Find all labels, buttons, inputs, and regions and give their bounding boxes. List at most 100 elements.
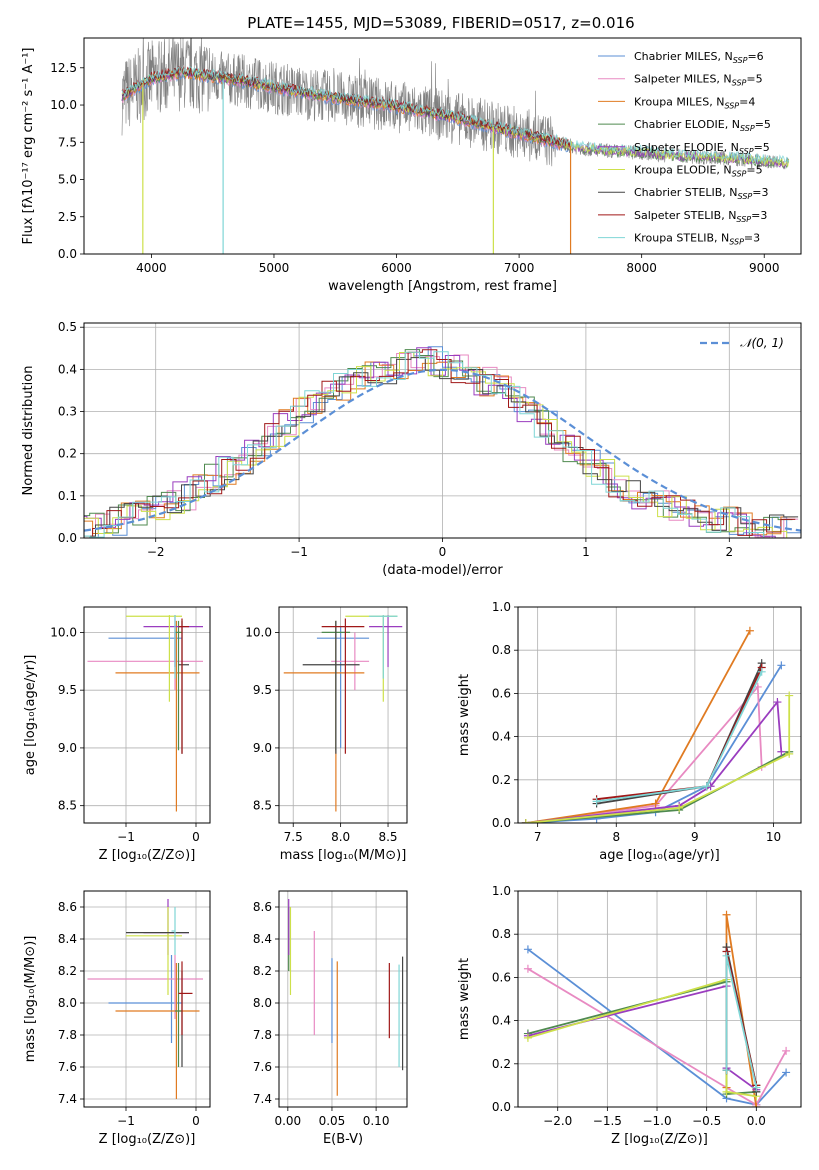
plot-area [523,910,791,1107]
x-axis-label: Z [log₁₀(Z/Z⊙)] [99,848,196,863]
weight-point-kroupa_stelib [752,1083,761,1092]
y-tick-label: 0.2 [492,773,511,787]
x-tick-label: −1.0 [642,1114,671,1128]
y-tick-label: 8.4 [253,932,272,946]
y-tick-label: 0.1 [58,489,77,503]
legend-entry-kroupa_miles: Kroupa MILES, NSSP=4 [634,95,755,110]
weight-point-kroupa_miles [651,799,660,808]
y-tick-label: 7.4 [58,1092,77,1106]
legend-entry-chabrier_miles: Chabrier MILES, NSSP=6 [634,50,764,65]
plot-area [87,615,203,812]
weight-point-salpeter_elodie [777,747,786,756]
legend-entry-chabrier_stelib: Chabrier STELIB, NSSP=3 [634,186,768,201]
y-axis-label: mass weight [457,674,472,756]
weight-point-kroupa_stelib [722,1066,731,1075]
axes-frame [517,606,802,824]
x-tick-label: −1 [290,545,308,559]
y-tick-label: 0.3 [58,405,77,419]
legend-entry-kroupa_elodie: Kroupa ELODIE, NSSP=5 [634,164,763,179]
weight-point-kroupa_elodie [722,1087,731,1096]
x-tick-label: 1 [582,545,590,559]
histogram-chabrier_stelib [84,357,799,537]
y-tick-label: 8.6 [253,900,272,914]
y-tick-label: 8.0 [58,996,77,1010]
model-spectrum-salpeter_miles [121,70,571,151]
y-tick-label: 0.6 [492,686,511,700]
panel-residuals: −2 −1 0 1 2 0.0 0.1 0.2 0.3 0.4 0.5 (data-model)/er… [21,320,802,578]
panel-mw_vs_age: 7 8 9 10 0.0 0.2 0.4 0.6 0.8 1.0 age [log₁₀(age/yr… [457,600,802,863]
x-axis-label: mass [log₁₀(M/M⊙)] [280,848,407,863]
axes-frame [83,37,802,255]
legend-entry-salpeter_elodie: Salpeter ELODIE, NSSP=5 [634,141,770,156]
panel-mw_vs_Z: −2.0 −1.5 −1.0 −0.5 0.0 0.0 0.2 0.4 0.6 0.8 1.0 Z [… [457,884,802,1147]
x-tick-label: 0.10 [363,1114,390,1128]
y-tick-label: 7.4 [253,1092,272,1106]
axes-frame [278,890,408,1108]
x-tick-label: 0.05 [319,1114,346,1128]
weight-point-kroupa_elodie [675,803,684,812]
legend-entry-chabrier_elodie: Chabrier ELODIE, NSSP=5 [634,118,771,133]
y-tick-label: 1.0 [492,884,511,898]
weight-point-kroupa_stelib [702,782,711,791]
y-tick-label: 0.8 [492,643,511,657]
figure-title: PLATE=1455, MJD=53089, FIBERID=0517, z=0… [247,14,634,32]
x-tick-label: 0 [192,830,200,844]
x-tick-label: 6000 [381,261,412,275]
y-tick-label: 0.0 [58,247,77,261]
weight-point-salpeter_elodie [773,698,782,707]
x-tick-label: −1.5 [593,1114,622,1128]
axes-frame [83,606,211,824]
y-tick-label: 2.5 [58,210,77,224]
weight-point-kroupa_miles [752,1103,761,1107]
y-tick-label: 0.8 [492,927,511,941]
y-tick-label: 0.4 [492,730,511,744]
x-tick-label: 9000 [749,261,780,275]
y-axis-label: age [log₁₀(age/yr)] [23,655,38,776]
weight-point-kroupa_stelib [757,667,766,676]
x-tick-label: 2 [725,545,733,559]
model-spectrum-kroupa_stelib [121,65,790,165]
legend-entry-salpeter_miles: Salpeter MILES, NSSP=5 [634,73,763,88]
histogram-kroupa_stelib [84,351,793,538]
y-tick-label: 10.0 [50,98,77,112]
y-tick-label: 0.2 [492,1057,511,1071]
weight-point-kroupa_elodie [523,1033,532,1042]
y-axis-label: Flux [fλ10⁻¹⁷ erg cm⁻² s⁻¹ A⁻¹] [21,48,36,245]
axes-frame [278,606,408,824]
x-tick-label: 0 [192,1114,200,1128]
panel-mass_vs_ebv: 0.00 0.05 0.10 7.4 7.6 7.8 8.0 8.2 8.4 8.6 E(B-V) [253,890,408,1147]
panel-age_vs_Z: −1 0 8.5 9.0 9.5 10.0 Z [log₁₀(Z/Z⊙)] age [log₁… [23,606,211,863]
y-tick-label: 9.0 [253,741,272,755]
x-axis-label: wavelength [Angstrom, rest frame] [328,279,557,294]
x-tick-label: 4000 [136,261,167,275]
x-axis-label: Z [log₁₀(Z/Z⊙)] [611,1132,708,1147]
histogram-salpeter_stelib [84,349,796,538]
x-tick-label: 7000 [504,261,535,275]
histogram-kroupa_elodie [84,352,801,538]
y-tick-label: 0.5 [58,320,77,334]
weight-point-kroupa_elodie [785,749,794,758]
y-tick-label: 10.0 [50,625,77,639]
weight-point-chabrier_miles [523,945,532,954]
y-tick-label: 7.6 [58,1060,77,1074]
histogram-salpeter_elodie [84,347,790,538]
weight-point-kroupa_miles [722,910,731,919]
y-tick-label: 9.0 [58,741,77,755]
x-tick-label: 0.00 [274,1114,301,1128]
x-axis-label: E(B-V) [323,1132,363,1147]
y-tick-label: 1.0 [492,600,511,614]
y-tick-label: 8.2 [253,964,272,978]
weight-point-chabrier_miles [777,661,786,670]
weight-line-salpeter_miles [527,968,787,1107]
plot-area [283,615,403,812]
weight-line-salpeter_elodie [525,699,783,823]
plot-area [87,899,203,1099]
weight-point-salpeter_miles [782,1046,791,1055]
y-tick-label: 7.6 [253,1060,272,1074]
weight-line-chabrier_miles [527,948,787,1106]
axes-frame [517,890,802,1108]
y-axis-label: Normed distribution [21,366,36,496]
y-tick-label: 0.0 [492,816,511,830]
y-tick-label: 0.0 [492,1100,511,1114]
